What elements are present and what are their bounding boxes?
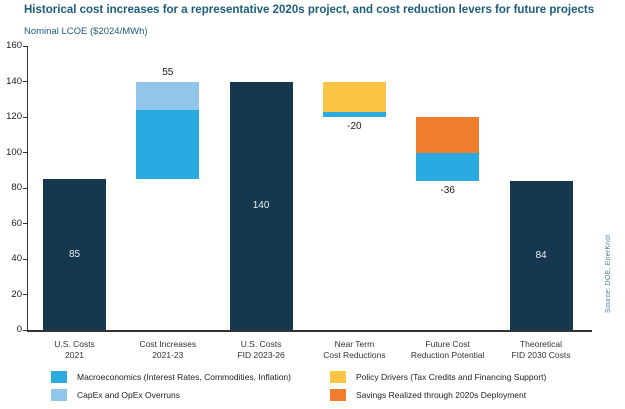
source-attribution: Source: DOE, EnerKnol [605, 234, 612, 314]
x-axis-category-line: U.S. Costs [240, 339, 282, 349]
y-axis-tick-mark [22, 223, 28, 224]
legend-swatch-policy [330, 370, 346, 383]
x-axis-category-label: Theoretical FID 2030 Costs [495, 339, 587, 361]
x-axis-category-line: Theoretical [519, 339, 563, 349]
y-axis-tick-label: 140 [6, 75, 22, 87]
legend-item-policy: Policy Drivers (Tax Credits and Financin… [330, 370, 546, 383]
x-axis-category-line: Cost Increases [139, 339, 197, 349]
legend-label: Savings Realized through 2020s Deploymen… [356, 389, 527, 400]
y-axis-tick-label: 120 [6, 111, 22, 122]
chart-title: Historical cost increases for a represen… [24, 4, 595, 16]
y-axis-tick-label: 40 [11, 253, 22, 264]
y-axis-tick-mark [22, 116, 28, 118]
bar-segment-savings [416, 117, 480, 153]
x-axis-category-line: FID 2023-26 [237, 350, 285, 360]
y-axis-tick-label: 160 [6, 40, 22, 51]
x-axis-category-label: Future Cost Reduction Potential [402, 339, 494, 361]
y-axis-tick-mark [22, 81, 28, 82]
x-axis-category-line: FID 2030 Costs [511, 350, 571, 360]
y-axis-tick-mark [22, 45, 28, 47]
y-axis-tick-label: 0 [16, 324, 22, 335]
x-axis-category-line: Reduction Potential [410, 350, 485, 360]
legend-label: Policy Drivers (Tax Credits and Financin… [356, 371, 547, 382]
bar-segment-policy [322, 81, 386, 112]
x-axis-category-line: 2021-23 [152, 350, 184, 360]
y-axis-line [27, 46, 28, 330]
bar-segment-macro [322, 111, 386, 117]
x-axis-category-line: Future Cost [425, 339, 470, 349]
legend-label: CapEx and OpEx Overruns [77, 389, 180, 400]
y-axis-tick-label: 60 [11, 217, 22, 229]
bar-segment-total [229, 81, 293, 330]
bar-segment-macro [136, 109, 200, 180]
x-axis-category-line: Near Term [334, 339, 375, 349]
legend-item-savings: Savings Realized through 2020s Deploymen… [330, 388, 526, 401]
bar-value-label: 55 [162, 66, 174, 78]
y-axis-tick-label: 100 [6, 146, 22, 158]
x-axis-category-label: Cost Increases 2021-23 [122, 339, 214, 361]
x-axis-category-label: Near Term Cost Reductions [308, 339, 400, 361]
legend-swatch-savings [330, 388, 346, 401]
y-axis-tick-mark [22, 152, 28, 153]
legend-item-macro: Macroeconomics (Interest Rates, Commodit… [51, 370, 291, 383]
y-axis-tick-mark [22, 329, 28, 331]
bar-value-label: 84 [535, 249, 547, 261]
bar-segment-macro [416, 152, 480, 181]
legend-item-capex: CapEx and OpEx Overruns [51, 388, 180, 401]
legend-swatch-capex [51, 388, 67, 401]
legend-swatch-macro [51, 370, 67, 383]
bar-segment-total [509, 180, 573, 330]
x-axis-line [27, 330, 592, 332]
y-axis-tick-mark [22, 187, 28, 189]
bar-segment-total [43, 179, 106, 330]
x-axis-category-line: 2021 [65, 350, 84, 360]
legend-label: Macroeconomics (Interest Rates, Commodit… [77, 371, 291, 382]
bar-value-label: -36 [440, 184, 455, 196]
bar-value-label: 140 [252, 200, 270, 212]
x-axis-category-line: Cost Reductions [323, 350, 386, 360]
bar-segment-capex [136, 81, 200, 110]
y-axis-tick-mark [22, 258, 28, 260]
y-axis-tick-label: 80 [11, 182, 22, 193]
chart-subtitle-y-axis-units: Nominal LCOE ($2024/MWh) [24, 26, 148, 37]
x-axis-category-line: U.S. Costs [54, 339, 95, 349]
bar-value-label: -20 [347, 121, 362, 132]
x-axis-category-label: U.S. Costs FID 2023-26 [215, 339, 307, 361]
bar-value-label: 85 [68, 249, 81, 261]
x-axis-category-label: U.S. Costs 2021 [29, 339, 121, 361]
y-axis-tick-label: 20 [11, 288, 22, 300]
y-axis-tick-mark [22, 294, 28, 295]
